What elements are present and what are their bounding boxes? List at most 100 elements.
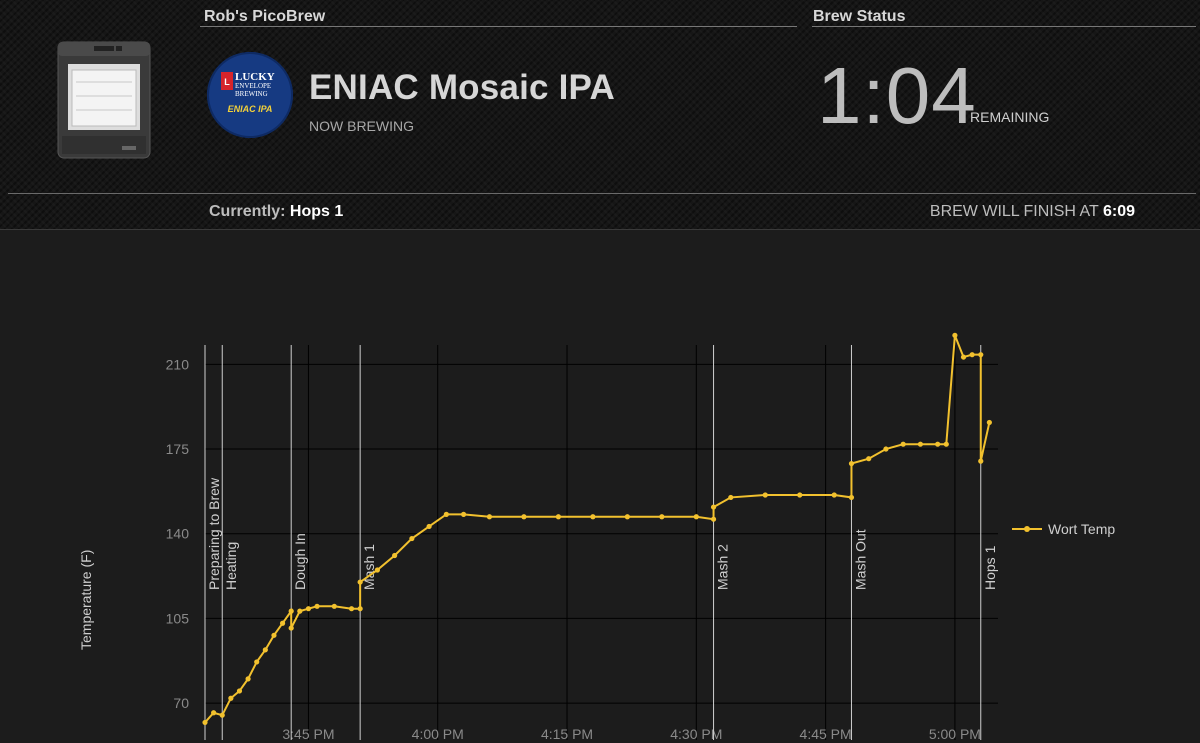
event-label: Heating xyxy=(223,542,239,590)
wort-temp-point xyxy=(935,441,941,447)
wort-temp-point xyxy=(797,492,803,498)
brew-name: ENIAC Mosaic IPA xyxy=(309,68,615,107)
x-tick-label: 3:45 PM xyxy=(282,726,334,742)
finish-label: BREW WILL FINISH AT xyxy=(929,203,1099,220)
wort-temp-point xyxy=(848,494,855,501)
wort-temp-point xyxy=(710,504,717,510)
event-label: Preparing to Brew xyxy=(206,477,222,590)
wort-temp-point xyxy=(297,608,303,614)
logo-line-beer: ENIAC IPA xyxy=(227,104,273,114)
wort-temp-point xyxy=(960,354,967,360)
event-label: Mash 1 xyxy=(361,544,377,590)
header-divider xyxy=(8,193,1196,194)
wort-temp-point xyxy=(409,535,415,542)
logo-line-brewing: BREWING xyxy=(235,90,268,98)
y-tick-label: 70 xyxy=(173,695,189,711)
wort-temp-point xyxy=(978,352,984,358)
x-tick-label: 4:30 PM xyxy=(670,726,722,742)
wort-temp-point xyxy=(883,446,889,452)
wort-temp-point xyxy=(659,514,665,520)
x-tick-label: 4:15 PM xyxy=(541,726,593,742)
finish-time: BREW WILL FINISH AT 6:09 xyxy=(930,203,1135,221)
wort-temp-point xyxy=(288,608,294,614)
brewery-logo: L LUCKY ENVELOPE BREWING ENIAC IPA xyxy=(207,52,293,138)
header-divider xyxy=(0,229,1200,230)
wort-temp-point xyxy=(314,603,320,609)
wort-temp-point xyxy=(728,494,734,501)
wort-temp-point xyxy=(202,719,208,726)
wort-temp-point xyxy=(762,492,768,498)
wort-temp-point xyxy=(262,647,268,653)
wort-temp-point xyxy=(943,441,949,447)
wort-temp-point xyxy=(521,514,527,520)
wort-temp-point xyxy=(271,632,277,638)
x-tick-label: 4:00 PM xyxy=(412,726,464,742)
y-tick-label: 140 xyxy=(166,526,190,542)
wort-temp-point xyxy=(848,460,855,467)
wort-temp-point xyxy=(211,710,217,716)
legend-marker xyxy=(1024,526,1030,532)
y-tick-label: 175 xyxy=(166,441,190,457)
picobrew-device-image xyxy=(57,41,151,159)
event-label: Dough In xyxy=(292,533,308,590)
wort-temp-point xyxy=(392,552,398,559)
y-axis-label: Temperature (F) xyxy=(78,549,94,650)
wort-temp-point xyxy=(288,625,294,631)
finish-time-value: 6:09 xyxy=(1102,203,1135,220)
y-tick-label: 210 xyxy=(166,356,190,372)
wort-temp-point xyxy=(590,514,596,520)
wort-temp-point xyxy=(348,606,355,612)
header-divider xyxy=(812,26,1196,27)
wort-temp-point xyxy=(426,523,432,530)
currently-value: Hops 1 xyxy=(289,203,344,220)
brewer-label: Rob's PicoBrew xyxy=(204,8,326,25)
lucky-envelope-logo-icon: L xyxy=(221,72,233,90)
y-tick-label: 105 xyxy=(166,610,190,626)
temperature-chart: 70 105 140 175 210 3:45 PM 4:00 PM 4:15 PM 4:30 … xyxy=(166,332,1115,742)
wort-temp-point xyxy=(969,352,975,358)
logo-line-envelope: ENVELOPE xyxy=(235,82,272,90)
wort-temp-point xyxy=(866,456,872,462)
wort-temp-point xyxy=(443,511,449,517)
wort-temp-point xyxy=(245,676,251,682)
wort-temp-point xyxy=(900,441,906,447)
wort-temp-point xyxy=(219,712,225,718)
event-label: Mash 2 xyxy=(715,544,731,590)
wort-temp-point xyxy=(624,514,630,520)
wort-temp-point xyxy=(710,516,717,522)
wort-temp-point xyxy=(460,511,467,517)
wort-temp-point xyxy=(978,458,984,464)
wort-temp-line xyxy=(204,334,991,724)
logo-line-lucky: LUCKY xyxy=(235,71,275,83)
wort-temp-point xyxy=(357,606,363,612)
wort-temp-point xyxy=(254,659,260,665)
x-tick-label: 4:45 PM xyxy=(800,726,852,742)
wort-temp-point xyxy=(236,688,243,694)
time-remaining: 1:04 xyxy=(817,51,977,140)
currently-label: Currently: xyxy=(209,203,286,220)
wort-temp-point xyxy=(917,441,924,447)
current-step: Currently: Hops 1 xyxy=(209,203,343,221)
wort-temp-point xyxy=(228,695,234,701)
event-label: Hops 1 xyxy=(982,545,998,590)
legend-label: Wort Temp xyxy=(1048,521,1115,537)
status-label: Brew Status xyxy=(813,8,906,25)
wort-temp-point xyxy=(952,332,958,338)
wort-temp-point xyxy=(305,606,312,612)
wort-temp-point xyxy=(986,419,992,426)
wort-temp-point xyxy=(555,514,562,520)
brew-state: NOW BREWING xyxy=(309,118,414,134)
wort-temp-point xyxy=(374,567,380,573)
wort-temp-point xyxy=(486,514,493,520)
event-label: Mash Out xyxy=(852,529,868,590)
x-tick-label: 5:00 PM xyxy=(929,726,981,742)
svg-text:L: L xyxy=(224,77,230,87)
wort-temp-point xyxy=(331,603,337,609)
wort-temp-point xyxy=(693,514,699,520)
wort-temp-point xyxy=(831,492,837,498)
remaining-label: REMAINING xyxy=(970,109,1050,125)
wort-temp-point xyxy=(357,579,363,585)
header: Rob's PicoBrew Brew Status L LUCKY ENVEL… xyxy=(0,0,1200,230)
wort-temp-point xyxy=(279,620,286,626)
header-divider xyxy=(200,26,797,27)
